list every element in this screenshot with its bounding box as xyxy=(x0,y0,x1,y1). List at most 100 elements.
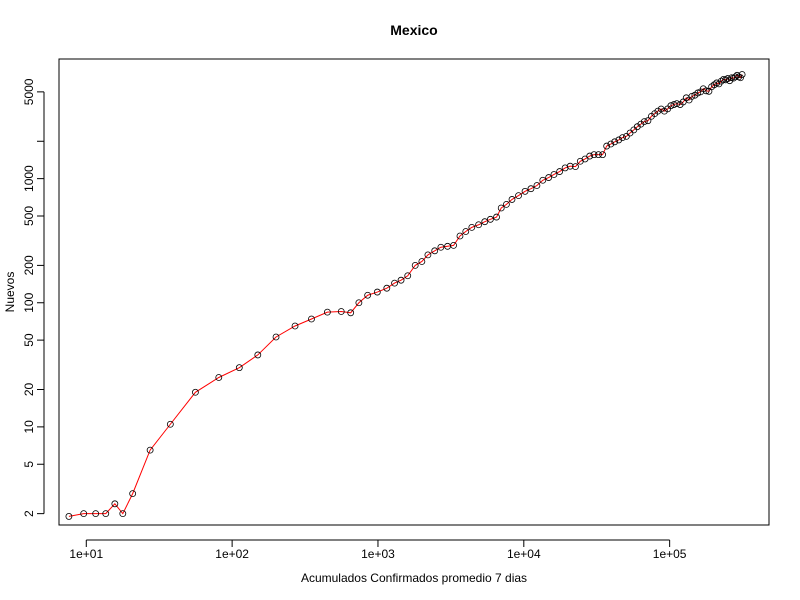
data-point xyxy=(291,322,299,330)
data-point xyxy=(733,71,741,79)
data-point xyxy=(637,120,645,128)
data-point xyxy=(566,162,574,170)
data-point xyxy=(615,136,623,144)
data-point xyxy=(468,223,476,231)
data-point xyxy=(102,510,110,518)
y-tick-label: 5 xyxy=(22,461,36,468)
data-point xyxy=(462,228,470,235)
data-point xyxy=(272,333,280,341)
data-point xyxy=(731,73,739,81)
data-point xyxy=(508,196,516,203)
data-point xyxy=(667,102,675,110)
data-point xyxy=(404,272,412,280)
data-point xyxy=(702,87,710,95)
x-tick-label: 1e+01 xyxy=(69,547,103,561)
data-point xyxy=(722,76,730,84)
x-axis-label: Acumulados Confirmados promedio 7 dias xyxy=(301,571,527,585)
data-point xyxy=(572,163,579,171)
data-point xyxy=(493,213,500,221)
data-point xyxy=(561,164,569,172)
data-point xyxy=(418,258,426,265)
data-point xyxy=(111,500,119,508)
data-point xyxy=(717,77,725,85)
data-point xyxy=(254,351,262,359)
data-point xyxy=(539,176,547,184)
data-point xyxy=(688,92,696,100)
y-tick-label: 20 xyxy=(22,383,36,397)
data-point xyxy=(660,107,668,115)
data-point xyxy=(364,291,372,299)
data-point xyxy=(556,168,564,175)
x-tick-label: 1e+05 xyxy=(653,547,687,561)
data-point xyxy=(411,261,419,269)
data-point xyxy=(521,187,529,195)
x-tick-label: 1e+03 xyxy=(361,547,395,561)
x-tick-label: 1e+02 xyxy=(215,547,249,561)
data-point xyxy=(497,204,505,212)
data-point xyxy=(437,243,445,251)
data-point xyxy=(92,510,100,518)
y-axis-label: Nuevos xyxy=(3,272,17,313)
data-point xyxy=(347,309,355,317)
data-point xyxy=(545,174,553,181)
data-point xyxy=(146,446,154,454)
data-point xyxy=(424,251,432,259)
data-point xyxy=(619,134,626,142)
data-point xyxy=(738,71,746,78)
x-tick-label: 1e+04 xyxy=(507,547,541,561)
y-tick-label: 50 xyxy=(22,333,36,347)
data-point xyxy=(503,200,510,208)
data-point xyxy=(80,510,88,518)
data-point xyxy=(65,513,73,520)
x-axis: 1e+01 1e+02 1e+03 1e+04 1e+05 xyxy=(69,539,687,561)
chart-title: Mexico xyxy=(390,22,437,38)
y-tick-label: 1000 xyxy=(22,165,36,192)
data-point xyxy=(595,151,602,159)
data-point xyxy=(431,247,439,255)
y-tick-label: 500 xyxy=(22,206,36,226)
data-point xyxy=(586,152,594,160)
y-tick-label: 200 xyxy=(22,255,36,275)
data-point xyxy=(603,142,611,150)
data-point xyxy=(308,315,315,323)
data-point xyxy=(215,374,223,381)
data-point xyxy=(166,420,174,428)
data-point xyxy=(644,117,652,125)
y-tick-label: 100 xyxy=(22,292,36,312)
plot-frame xyxy=(58,58,770,526)
data-point xyxy=(515,192,522,200)
y-tick-label: 5000 xyxy=(22,78,36,105)
data-point xyxy=(737,74,744,82)
y-tick-label: 10 xyxy=(22,420,36,434)
data-point xyxy=(323,308,331,316)
data-point xyxy=(373,288,381,296)
series-line xyxy=(68,74,743,517)
data-point xyxy=(397,276,405,284)
data-point xyxy=(481,218,489,226)
data-point xyxy=(611,138,619,146)
data-point xyxy=(235,364,243,372)
data-point xyxy=(533,182,541,189)
y-axis: 2 5 10 20 50 100 200 500 1000 5000 xyxy=(22,78,45,517)
data-points xyxy=(65,71,746,520)
data-point xyxy=(486,215,494,223)
data-point xyxy=(450,241,457,249)
data-point xyxy=(129,490,137,498)
data-point xyxy=(527,185,535,193)
data-point xyxy=(337,308,345,315)
data-point xyxy=(383,284,391,292)
data-point xyxy=(590,151,598,159)
data-point xyxy=(119,510,127,518)
data-point xyxy=(654,107,662,115)
data-point xyxy=(622,132,630,140)
data-point xyxy=(550,171,558,178)
data-point xyxy=(191,388,199,396)
y-tick-label: 2 xyxy=(22,510,36,517)
data-point xyxy=(599,151,607,159)
data-point xyxy=(456,232,464,240)
data-point xyxy=(475,221,483,229)
data-point xyxy=(355,299,363,307)
data-point xyxy=(391,279,398,287)
data-point xyxy=(673,100,681,108)
